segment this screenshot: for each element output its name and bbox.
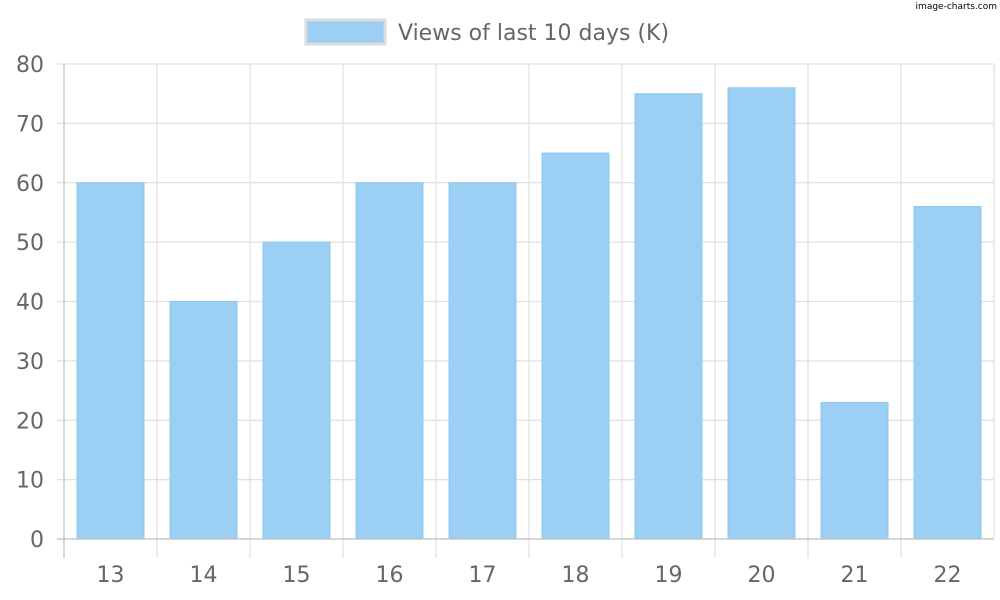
bar-15[interactable] [262,241,331,540]
x-tick-label: 21 [841,563,869,588]
y-tick-label: 60 [16,172,44,197]
x-tick-label: 18 [562,563,590,588]
y-tick-label: 0 [30,528,44,553]
y-tick-label: 80 [16,53,44,78]
x-tick-label: 20 [748,563,776,588]
y-tick-label: 20 [16,409,44,434]
y-tick-label: 30 [16,350,44,375]
y-tick-label: 10 [16,469,44,494]
x-tick-label: 14 [190,563,218,588]
watermark-text: image-charts.com [916,2,997,12]
legend[interactable]: Views of last 10 days (K) [304,18,669,46]
y-tick-label: 40 [16,291,44,316]
bar-14[interactable] [169,301,238,540]
bars [76,87,982,540]
legend-label[interactable]: Views of last 10 days (K) [398,21,669,46]
y-tick-label: 50 [16,231,44,256]
x-tick-label: 17 [469,563,497,588]
x-tick-labels: 13 14 15 16 17 18 19 20 21 22 [97,563,962,588]
x-tick-label: 19 [655,563,683,588]
x-tick-label: 15 [283,563,311,588]
grid-lines [57,63,995,558]
bar-16[interactable] [355,182,424,540]
bar-22[interactable] [913,206,982,540]
y-tick-label: 70 [16,112,44,137]
bar-13[interactable] [76,182,145,540]
bar-17[interactable] [448,182,517,540]
bar-18[interactable] [541,152,610,540]
bar-19[interactable] [634,93,703,540]
bar-21[interactable] [820,401,889,540]
axes [57,64,994,558]
bar-20[interactable] [727,87,796,540]
legend-swatch[interactable] [304,18,387,46]
x-tick-label: 16 [376,563,404,588]
x-tick-label: 13 [97,563,125,588]
x-tick-label: 22 [934,563,962,588]
y-tick-labels: 0 10 20 30 40 50 60 70 80 [16,53,44,553]
